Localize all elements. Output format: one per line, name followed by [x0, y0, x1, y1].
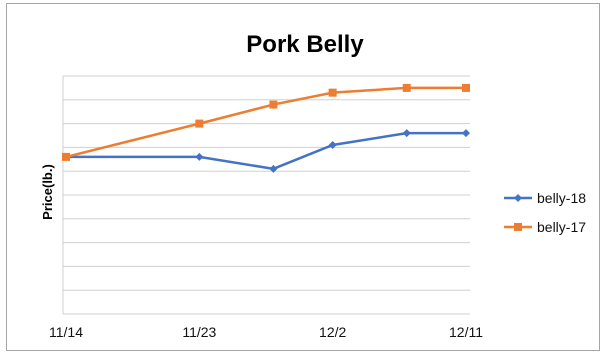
data-point-belly-18 [402, 129, 411, 138]
data-point-belly-17 [328, 88, 337, 97]
legend-label-belly-17: belly-17 [537, 219, 586, 235]
data-point-belly-18 [328, 141, 337, 150]
chart-title: Pork Belly [246, 31, 364, 58]
chart-frame [6, 3, 600, 351]
data-point-belly-17 [402, 83, 411, 92]
data-point-belly-17 [195, 119, 204, 128]
x-tick-label: 12/11 [449, 324, 483, 340]
legend-marker-belly-17 [514, 223, 522, 231]
x-axis-ticks: 11/14 11/23 12/2 12/11 [49, 324, 483, 340]
series-line-belly-18 [66, 131, 466, 171]
data-point-belly-18 [195, 152, 204, 161]
legend-marker-belly-18 [514, 194, 522, 202]
x-tick-label: 11/14 [49, 324, 83, 340]
data-point-belly-17 [269, 100, 278, 109]
data-point-belly-18 [269, 164, 278, 173]
series-line-belly-17 [65, 86, 466, 159]
data-point-belly-17 [462, 83, 470, 92]
gridlines [62, 75, 470, 315]
data-point-belly-18 [462, 129, 470, 138]
series-group [62, 83, 470, 173]
x-tick-label: 12/2 [319, 324, 346, 340]
legend-label-belly-18: belly-18 [537, 190, 586, 206]
data-point-belly-17 [62, 152, 70, 161]
y-axis-label: Price(lb.) [40, 164, 55, 220]
legend: belly-18 belly-17 [504, 190, 586, 235]
x-tick-label: 11/23 [182, 324, 216, 340]
